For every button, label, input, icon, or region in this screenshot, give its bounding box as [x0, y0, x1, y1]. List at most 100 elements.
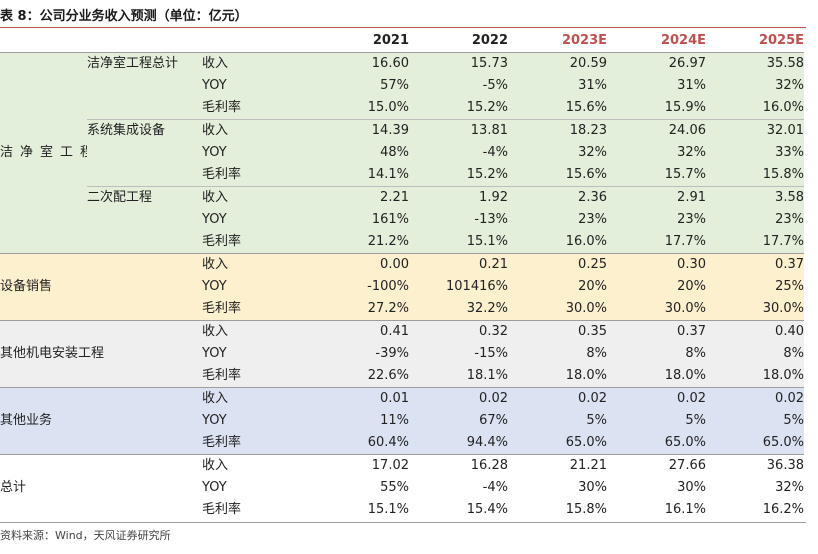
metric-label: 毛利率 [202, 231, 310, 254]
value-cell: 20.59 [508, 52, 607, 75]
header-blank [87, 30, 202, 53]
value-cell: 2.21 [310, 186, 409, 209]
value-cell: 5% [706, 410, 804, 432]
metric-label: 收入 [202, 320, 310, 343]
table-row: YOY 57% -5% 31% 31% 32% [0, 75, 804, 97]
value-cell: 60.4% [310, 432, 409, 455]
value-cell: 101416% [409, 276, 508, 298]
metric-label: YOY [202, 343, 310, 365]
value-cell: 35.58 [706, 52, 804, 75]
value-cell: 32% [607, 142, 706, 164]
value-cell: 25% [706, 276, 804, 298]
value-cell: -13% [409, 209, 508, 231]
group-label: 设备销售 [0, 253, 202, 321]
value-cell: 8% [508, 343, 607, 365]
value-cell: 65.0% [607, 432, 706, 455]
value-cell: 0.02 [607, 387, 706, 410]
value-cell: 0.01 [310, 387, 409, 410]
metric-label: 收入 [202, 186, 310, 209]
value-cell: 22.6% [310, 365, 409, 388]
value-cell: 32% [706, 477, 804, 499]
table-row: 毛利率 21.2% 15.1% 16.0% 17.7% 17.7% [0, 231, 804, 254]
value-cell: 0.30 [607, 253, 706, 276]
value-cell: 3.58 [706, 186, 804, 209]
table-row: YOY 11% 67% 5% 5% 5% [0, 410, 804, 432]
value-cell: -4% [409, 477, 508, 499]
value-cell: 30% [607, 477, 706, 499]
table-row: 其他业务 收入 0.01 0.02 0.02 0.02 0.02 [0, 387, 804, 455]
value-cell: 0.37 [607, 320, 706, 343]
header-year-forecast: 2023E [508, 30, 607, 53]
value-cell: -39% [310, 343, 409, 365]
table-row: 二次配工程 收入 2.21 1.92 2.36 2.91 3.58 [0, 186, 804, 254]
metric-label: 毛利率 [202, 365, 310, 388]
value-cell: 30% [508, 477, 607, 499]
metric-label: YOY [202, 410, 310, 432]
value-cell: 23% [607, 209, 706, 231]
value-cell: 17.02 [310, 454, 409, 477]
table-row: 毛利率 15.0% 15.2% 15.6% 15.9% 16.0% [0, 97, 804, 120]
value-cell: 27.2% [310, 298, 409, 321]
value-cell: 15.6% [508, 164, 607, 187]
value-cell: 94.4% [409, 432, 508, 455]
value-cell: 26.97 [607, 52, 706, 75]
value-cell: -4% [409, 142, 508, 164]
metric-label: YOY [202, 477, 310, 499]
metric-label: YOY [202, 75, 310, 97]
value-cell: 0.02 [706, 387, 804, 410]
value-cell: 0.21 [409, 253, 508, 276]
segment-label: 二次配工程 [87, 186, 202, 254]
value-cell: 0.25 [508, 253, 607, 276]
value-cell: 14.1% [310, 164, 409, 187]
value-cell: 32% [508, 142, 607, 164]
title-divider [0, 27, 806, 28]
metric-label: 收入 [202, 253, 310, 276]
value-cell: 0.37 [706, 253, 804, 276]
value-cell: 16.60 [310, 52, 409, 75]
value-cell: 14.39 [310, 119, 409, 142]
value-cell: 32.2% [409, 298, 508, 321]
table-row: 毛利率 27.2% 32.2% 30.0% 30.0% 30.0% [0, 298, 804, 321]
value-cell: 36.38 [706, 454, 804, 477]
value-cell: 16.2% [706, 499, 804, 521]
metric-label: YOY [202, 276, 310, 298]
table-row: 毛利率 60.4% 94.4% 65.0% 65.0% 65.0% [0, 432, 804, 455]
header-year-forecast: 2025E [706, 30, 804, 53]
value-cell: 18.0% [607, 365, 706, 388]
value-cell: 17.7% [706, 231, 804, 254]
group-label: 其他业务 [0, 387, 202, 455]
value-cell: 2.91 [607, 186, 706, 209]
table-row: 总计 收入 17.02 16.28 21.21 27.66 36.38 [0, 454, 804, 521]
header-row: 2021 2022 2023E 2024E 2025E [0, 30, 804, 53]
value-cell: 17.7% [607, 231, 706, 254]
value-cell: 20% [607, 276, 706, 298]
value-cell: 0.41 [310, 320, 409, 343]
value-cell: 15.0% [310, 97, 409, 120]
group-label: 其他机电安装工程 [0, 320, 202, 388]
value-cell: 15.1% [409, 231, 508, 254]
table-row: 毛利率 14.1% 15.2% 15.6% 15.7% 15.8% [0, 164, 804, 187]
metric-label: 毛利率 [202, 499, 310, 521]
table-row: 系统集成设备 收入 14.39 13.81 18.23 24.06 32.01 [0, 119, 804, 187]
value-cell: 21.21 [508, 454, 607, 477]
value-cell: 32.01 [706, 119, 804, 142]
revenue-forecast-table: 2021 2022 2023E 2024E 2025E 洁净室工程洁净室工程总计… [0, 30, 804, 521]
value-cell: 33% [706, 142, 804, 164]
table-title: 表 8：公司分业务收入预测（单位：亿元） [0, 9, 248, 24]
value-cell: 16.0% [508, 231, 607, 254]
value-cell: 15.1% [310, 499, 409, 521]
metric-label: 收入 [202, 454, 310, 477]
value-cell: -100% [310, 276, 409, 298]
value-cell: 31% [607, 75, 706, 97]
table-row: 毛利率 22.6% 18.1% 18.0% 18.0% 18.0% [0, 365, 804, 388]
value-cell: 30.0% [508, 298, 607, 321]
table-row: YOY 161% -13% 23% 23% 23% [0, 209, 804, 231]
header-blank [202, 30, 310, 53]
value-cell: 16.28 [409, 454, 508, 477]
table-row: YOY -39% -15% 8% 8% 8% [0, 343, 804, 365]
value-cell: 30.0% [706, 298, 804, 321]
header-year: 2021 [310, 30, 409, 53]
group-label: 总计 [0, 454, 202, 521]
value-cell: 20% [508, 276, 607, 298]
value-cell: 15.7% [607, 164, 706, 187]
